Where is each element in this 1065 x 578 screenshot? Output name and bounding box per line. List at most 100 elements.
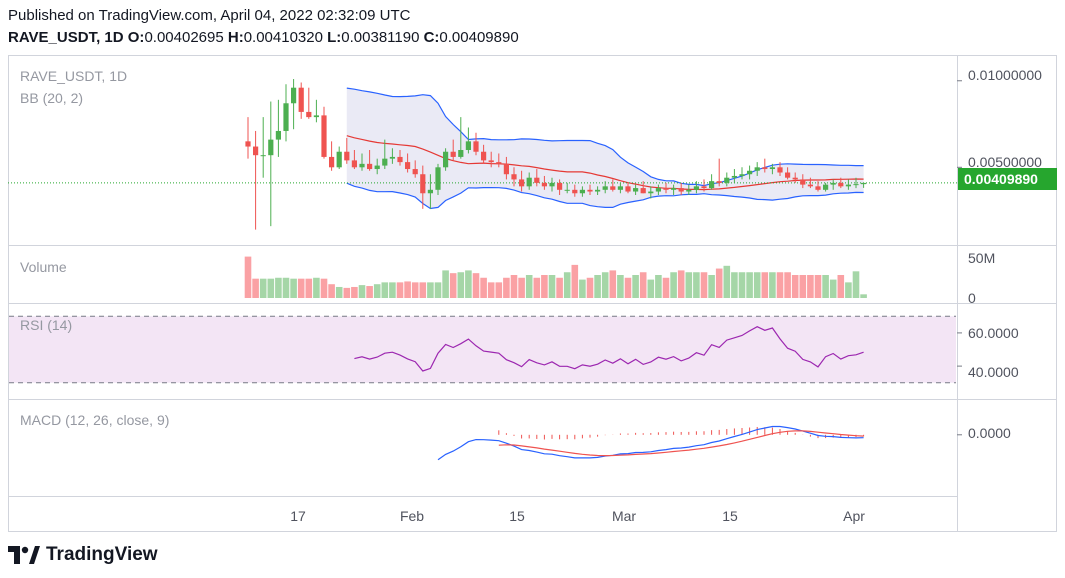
volume-bar bbox=[822, 275, 829, 298]
volume-bar bbox=[305, 278, 313, 298]
candle-body bbox=[541, 182, 547, 187]
candle-body bbox=[762, 167, 768, 170]
volume-bar bbox=[510, 275, 518, 298]
candle-body bbox=[769, 167, 775, 170]
volume-bar bbox=[525, 275, 533, 298]
candle-body bbox=[374, 165, 380, 170]
candle-body bbox=[861, 182, 867, 185]
time-label-15-mar: 15 bbox=[722, 508, 738, 524]
volume-bar bbox=[358, 285, 366, 298]
time-label-17: 17 bbox=[290, 508, 306, 524]
volume-bar bbox=[860, 294, 867, 298]
volume-bar bbox=[807, 275, 814, 298]
volume-bar bbox=[495, 282, 503, 298]
price-axis-top: 0.01000000 bbox=[968, 67, 1042, 83]
candle-body bbox=[367, 163, 373, 170]
candle-body bbox=[435, 167, 441, 190]
chart-frame[interactable] bbox=[8, 55, 1057, 532]
axis-ticks bbox=[957, 80, 962, 436]
volume-bar bbox=[814, 275, 822, 298]
candle-body bbox=[633, 188, 639, 192]
candle-body bbox=[329, 156, 335, 168]
volume-axis-top: 50M bbox=[968, 250, 996, 266]
volume-bar bbox=[533, 277, 541, 298]
signal-line bbox=[498, 430, 864, 457]
candle-body bbox=[557, 182, 563, 190]
high-value: 0.00410320 bbox=[243, 29, 323, 46]
candle-body bbox=[663, 188, 669, 190]
volume-bar bbox=[708, 275, 715, 298]
volume-bar bbox=[586, 277, 594, 298]
volume-bar bbox=[548, 275, 556, 298]
candle-body bbox=[465, 141, 471, 150]
volume-bar bbox=[746, 272, 753, 298]
bb-basis-line bbox=[346, 135, 864, 191]
candle-body bbox=[731, 175, 737, 178]
candle-body bbox=[519, 179, 525, 187]
rsi-pane-label: RSI (14) bbox=[20, 317, 73, 333]
rsi-band-fill bbox=[9, 316, 956, 383]
candle-body bbox=[595, 189, 601, 192]
macd-axis-zero: 0.0000 bbox=[968, 425, 1011, 441]
candle-body bbox=[602, 186, 608, 190]
candle-body bbox=[716, 181, 722, 183]
symbol-interval: RAVE_USDT, 1D bbox=[8, 29, 124, 46]
candle-body bbox=[336, 151, 342, 168]
candle-body bbox=[655, 188, 661, 192]
candle-body bbox=[526, 177, 532, 187]
bb-lower-line bbox=[346, 182, 864, 210]
volume-bar bbox=[351, 286, 358, 298]
volume-bar bbox=[343, 287, 351, 298]
volume-bar bbox=[571, 264, 579, 298]
volume-bar bbox=[267, 278, 275, 298]
volume-bar bbox=[579, 279, 586, 298]
rsi-axis-high: 60.0000 bbox=[968, 325, 1019, 341]
candle-body bbox=[572, 189, 578, 194]
candle-body bbox=[610, 186, 616, 190]
candle-body bbox=[648, 191, 654, 194]
volume-bar bbox=[655, 275, 662, 298]
volume-bar bbox=[290, 278, 297, 298]
volume-bar bbox=[677, 270, 685, 298]
volume-bar bbox=[411, 282, 419, 298]
candle-body bbox=[640, 188, 646, 194]
candle-body bbox=[754, 167, 760, 171]
volume-bar bbox=[480, 277, 487, 298]
volume-bar bbox=[776, 272, 784, 298]
volume-bar bbox=[715, 268, 723, 298]
volume-bar bbox=[723, 265, 731, 298]
candle-body bbox=[344, 151, 350, 161]
volume-bar bbox=[465, 270, 472, 298]
price-axis-mid: 0.00500000 bbox=[968, 154, 1042, 170]
volume-bar bbox=[427, 282, 434, 298]
volume-bar bbox=[700, 272, 708, 298]
candle-body bbox=[253, 146, 259, 156]
tradingview-logo-text: TradingView bbox=[46, 544, 158, 565]
volume-bar bbox=[753, 272, 761, 298]
rsi-indicator bbox=[9, 315, 956, 384]
ohlc-line: RAVE_USDT, 1D O:0.00402695 H:0.00410320 … bbox=[8, 29, 519, 46]
main-pane-label: RAVE_USDT, 1D bbox=[20, 68, 128, 84]
volume-bar bbox=[313, 277, 320, 298]
volume-bar bbox=[617, 275, 624, 298]
volume-bar bbox=[769, 272, 776, 298]
candle-body bbox=[268, 139, 274, 156]
low-label: L: bbox=[327, 29, 342, 46]
volume-bar bbox=[275, 277, 282, 298]
candle-body bbox=[838, 182, 844, 187]
close-value: 0.00409890 bbox=[439, 29, 519, 46]
volume-bar bbox=[366, 286, 373, 298]
volume-bar bbox=[320, 278, 328, 298]
candle-body bbox=[671, 188, 677, 190]
candle-body bbox=[382, 158, 388, 166]
tradingview-logo[interactable]: TradingView bbox=[8, 544, 158, 566]
volume-bar bbox=[829, 279, 837, 298]
tradingview-logo-icon bbox=[8, 546, 40, 564]
candle-body bbox=[458, 150, 464, 157]
low-value: 0.00381190 bbox=[341, 29, 420, 46]
candle-body bbox=[747, 170, 753, 175]
volume-bar bbox=[252, 278, 259, 298]
volume-bar bbox=[647, 279, 655, 298]
volume-bar bbox=[799, 275, 807, 298]
